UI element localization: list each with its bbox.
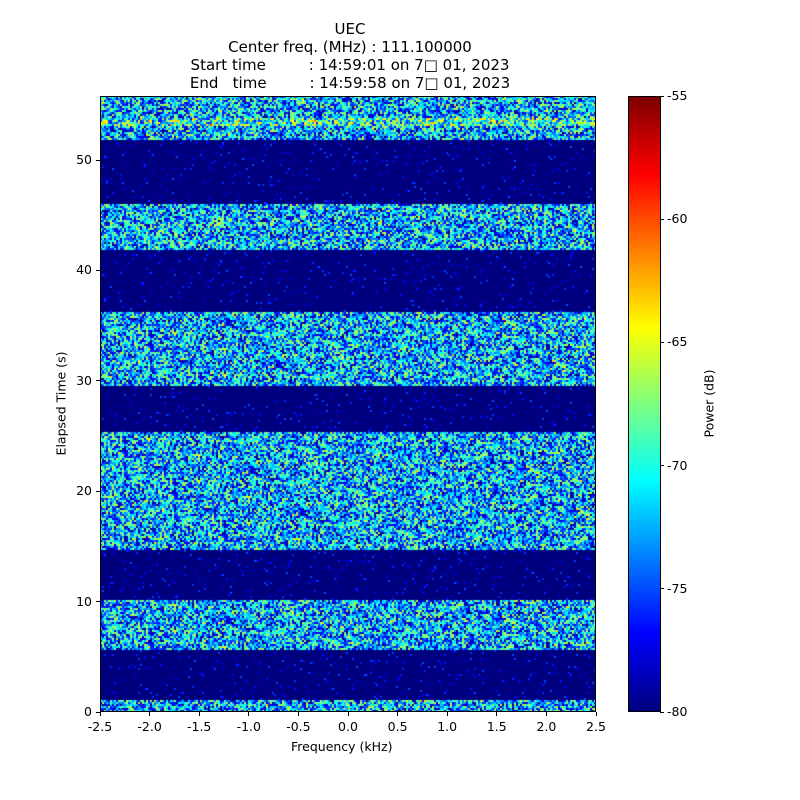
y-tick-label: 10 — [76, 593, 92, 609]
colorbar-tick-mark — [660, 95, 664, 97]
y-tick-label: 0 — [84, 704, 92, 719]
x-tick-mark — [397, 712, 399, 716]
y-tick-mark — [96, 601, 100, 603]
x-tick-label: 0.5 — [387, 719, 408, 734]
colorbar-tick-label: -55 — [667, 88, 688, 103]
y-tick-label: 40 — [76, 262, 92, 278]
colorbar — [628, 96, 661, 712]
x-axis-label: Frequency (kHz) — [291, 739, 393, 754]
y-tick-label: 20 — [76, 483, 92, 499]
end-time-line: End time : 14:59:58 on 7□ 01, 2023 — [189, 74, 511, 92]
colorbar-label: Power (dB) — [701, 369, 717, 438]
x-tick-label: 2.0 — [536, 719, 557, 734]
x-tick-label: 1.0 — [437, 719, 458, 734]
x-tick-mark — [149, 712, 151, 716]
start-time-line: Start time : 14:59:01 on 7□ 01, 2023 — [190, 56, 510, 74]
x-tick-mark — [347, 712, 349, 716]
plot-frame — [100, 96, 596, 712]
y-tick-mark — [96, 380, 100, 382]
y-axis-label: Elapsed Time (s) — [53, 351, 69, 456]
x-tick-label: -0.5 — [286, 719, 311, 734]
y-tick-mark — [96, 269, 100, 271]
x-tick-mark — [496, 712, 498, 716]
colorbar-tick-mark — [660, 465, 664, 467]
x-tick-mark — [198, 712, 200, 716]
colorbar-tick-label: -70 — [667, 457, 688, 473]
colorbar-tick-mark — [660, 218, 664, 220]
x-tick-label: 2.5 — [586, 719, 606, 734]
x-tick-mark — [545, 712, 547, 716]
x-tick-mark — [248, 712, 250, 716]
x-tick-label: 1.5 — [486, 719, 507, 734]
spectrogram-heatmap — [100, 96, 596, 712]
y-tick-mark — [96, 711, 100, 713]
x-tick-label: -2.5 — [87, 719, 113, 734]
y-tick-mark — [96, 490, 100, 492]
colorbar-tick-mark — [660, 588, 664, 590]
y-tick-label: 50 — [76, 152, 92, 168]
colorbar-tick-mark — [660, 711, 664, 713]
x-tick-label: -1.0 — [236, 719, 261, 734]
x-tick-label: -1.5 — [186, 719, 212, 734]
center-freq-line: Center freq. (MHz) : 111.100000 — [228, 38, 472, 56]
colorbar-tick-mark — [660, 341, 664, 343]
colorbar-tick-label: -75 — [667, 580, 688, 596]
colorbar-tick-label: -65 — [667, 334, 688, 350]
y-tick-mark — [96, 159, 100, 161]
y-tick-label: 30 — [76, 372, 92, 388]
x-tick-mark — [99, 712, 101, 716]
x-tick-mark — [446, 712, 448, 716]
x-tick-label: -2.0 — [137, 719, 162, 734]
colorbar-tick-label: -60 — [667, 211, 688, 227]
colorbar-tick-label: -80 — [667, 704, 688, 719]
chart-title: UEC — [334, 20, 366, 38]
x-tick-mark — [297, 712, 299, 716]
x-tick-label: 0.0 — [338, 719, 358, 734]
x-tick-mark — [595, 712, 597, 716]
